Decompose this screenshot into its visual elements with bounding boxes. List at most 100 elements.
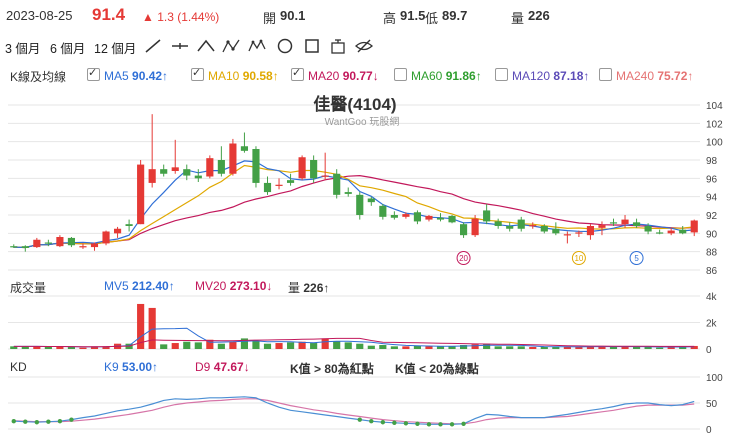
- quote-change: ▲ 1.3 (1.44%): [142, 10, 220, 24]
- k-below-20-dot: [426, 422, 432, 427]
- volume-bar: [425, 346, 433, 349]
- candlesticks: [10, 114, 698, 252]
- volume-bar: [575, 347, 583, 349]
- candle-body: [67, 237, 76, 246]
- hide-drawings-icon[interactable]: [354, 36, 374, 56]
- candle-body: [552, 228, 560, 234]
- k-line: [13, 396, 695, 425]
- volume-bar: [563, 346, 571, 349]
- angle-line-icon[interactable]: [196, 36, 216, 56]
- candle-body: [598, 225, 606, 228]
- candle-body: [113, 228, 122, 234]
- circle-tool-icon[interactable]: [275, 36, 295, 56]
- candle-body: [517, 219, 525, 229]
- candle-body: [44, 242, 52, 244]
- volume-bar: [344, 342, 352, 349]
- candle-body: [656, 232, 664, 234]
- chart-grid: [8, 104, 700, 430]
- candle-body: [263, 182, 272, 193]
- candle-body: [148, 169, 156, 183]
- candle-body: [690, 220, 698, 233]
- candle-body: [33, 239, 41, 248]
- k-below-20-dot: [34, 420, 40, 425]
- price-tick-label: 92: [706, 211, 718, 222]
- volume-bar: [321, 338, 329, 349]
- pattern-icon[interactable]: [221, 36, 241, 56]
- ma120-checkbox[interactable]: [495, 68, 508, 81]
- kd-lines: [11, 396, 695, 427]
- candle-body: [286, 180, 295, 183]
- ma20-checkbox[interactable]: [291, 66, 304, 81]
- candle-body: [137, 164, 145, 225]
- ma5-legend: MA5 90.42↑: [87, 66, 168, 83]
- candle-body: [679, 229, 687, 234]
- k-below-20-dot: [46, 419, 51, 424]
- text-tool-icon[interactable]: [328, 36, 348, 56]
- open-value: 90.1: [280, 8, 306, 23]
- low-label: 低: [425, 11, 439, 26]
- ma60-legend: MA60 91.86↑: [394, 68, 482, 83]
- volume-bar: [90, 346, 99, 349]
- ma5-checkbox[interactable]: [87, 66, 100, 81]
- candle-body: [229, 143, 237, 174]
- candle-body: [356, 194, 364, 215]
- period-marker-circle: [629, 251, 644, 265]
- volume-bar: [217, 343, 225, 349]
- volume-bar: [79, 347, 87, 349]
- candle-body: [529, 225, 537, 227]
- d9-name: D9: [195, 360, 211, 374]
- volume-bar: [621, 346, 629, 349]
- range-3m-button[interactable]: 3 個月: [5, 42, 41, 56]
- ma10-name: MA10: [208, 69, 240, 83]
- volume-bar: [679, 346, 687, 349]
- candle-body: [310, 160, 318, 179]
- wave-pattern-icon[interactable]: [248, 36, 268, 56]
- rectangle-tool-icon[interactable]: [302, 36, 322, 56]
- volume-bar: [33, 346, 41, 349]
- vol-value: 226↑: [303, 281, 330, 295]
- d9-value: 47.67↓: [213, 360, 250, 374]
- ma120-name: MA120: [512, 69, 551, 83]
- volume-value: 226: [528, 8, 550, 23]
- volume-bar: [586, 346, 595, 349]
- y-axes: 104 102 100 98 96 94 92 90 88 86 4k 2k 0 100 50 0: [706, 101, 723, 436]
- ma240-checkbox[interactable]: [599, 68, 612, 81]
- candle-body: [125, 224, 133, 226]
- k-below-20-dot: [69, 417, 74, 422]
- k9-value: 53.00↑: [122, 360, 159, 374]
- volume-bar: [367, 345, 375, 349]
- volume-bar: [160, 344, 168, 349]
- price-tick-label: 102: [706, 119, 723, 130]
- ma10-checkbox[interactable]: [191, 66, 204, 81]
- candle-body: [333, 173, 341, 195]
- candle-body: [459, 224, 468, 236]
- k9-name: K9: [104, 360, 119, 374]
- volume-bar: [44, 347, 52, 349]
- k-below-20-dot: [392, 420, 397, 425]
- ma120-legend: MA120 87.18↑: [495, 68, 589, 83]
- k-below-20-dot: [415, 421, 420, 426]
- mv5-legend: MV5 212.40↑: [104, 279, 175, 293]
- ma240-value: 75.72↑: [657, 69, 694, 83]
- volume-bar: [609, 347, 618, 349]
- candle-body: [644, 226, 652, 232]
- volume-bar: [598, 346, 606, 349]
- range-6m-button[interactable]: 6 個月: [50, 42, 86, 56]
- range-12m-button[interactable]: 12 個月: [94, 42, 137, 56]
- line-tool-icon[interactable]: [143, 36, 163, 56]
- candle-body: [621, 219, 629, 225]
- moving-average-lines: [13, 160, 695, 249]
- candle-body: [586, 226, 595, 236]
- volume-bar: [356, 343, 364, 349]
- volume-bar: [206, 339, 214, 349]
- vol-name: 量: [288, 281, 301, 295]
- horizontal-line-icon[interactable]: [170, 36, 190, 56]
- candle-body: [506, 226, 514, 229]
- candle-body: [402, 214, 410, 217]
- candle-body: [217, 160, 225, 174]
- period-markers: 20 10 5: [456, 251, 644, 265]
- price-legend: K線及均線 MA5 90.42↑ MA10 90.58↑ MA20 90.77↓…: [0, 66, 740, 84]
- ma60-checkbox[interactable]: [394, 68, 407, 81]
- quote-header: 2023-08-25 91.4 ▲ 1.3 (1.44%) 開 90.1 高 9…: [0, 4, 740, 26]
